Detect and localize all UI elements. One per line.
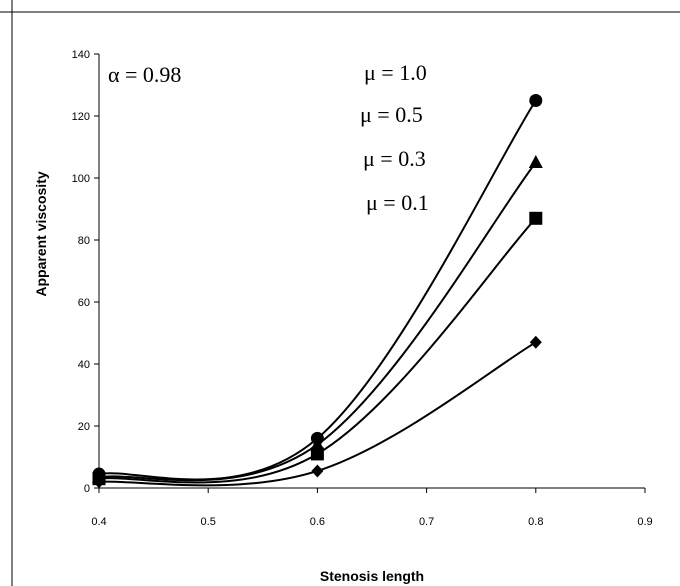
annotation-mu-0-1: μ = 0.1 (366, 190, 429, 215)
y-tick-label: 40 (78, 359, 90, 371)
series-line (98, 161, 537, 482)
annotation-mu-0-3: μ = 0.3 (363, 146, 426, 171)
axes (98, 54, 645, 489)
triangle-marker (528, 155, 543, 168)
y-tick-label: 140 (72, 49, 90, 61)
y-ticks: 0 20 40 60 80 100 120 140 (72, 49, 99, 495)
square-marker (529, 211, 543, 225)
circle-marker (529, 94, 543, 107)
annotation-mu-0-5: μ = 0.5 (360, 102, 423, 127)
y-tick-label: 0 (84, 483, 90, 495)
x-tick-label: 0.8 (528, 516, 543, 528)
annotation-alpha: α = 0.98 (108, 62, 181, 87)
x-axis-title: Stenosis length (320, 568, 424, 584)
series-line (98, 99, 537, 481)
diamond-marker (93, 475, 105, 489)
x-tick-label: 0.4 (91, 516, 106, 528)
y-tick-label: 120 (72, 111, 90, 123)
x-tick-label: 0.9 (637, 516, 652, 528)
y-tick-label: 20 (78, 421, 90, 433)
x-tick-label: 0.6 (310, 516, 325, 528)
square-marker (310, 447, 324, 461)
x-tick-label: 0.5 (201, 516, 216, 528)
triangle-marker (310, 437, 325, 451)
y-axis-title: Apparent viscosity (33, 171, 49, 296)
y-tick-label: 100 (72, 173, 90, 185)
y-tick-label: 80 (78, 235, 90, 247)
series-markers (92, 94, 543, 489)
x-ticks: 0.4 0.5 0.6 0.7 0.8 0.9 (91, 488, 653, 528)
diamond-marker (311, 464, 324, 478)
diamond-marker (529, 335, 542, 349)
x-tick-label: 0.7 (419, 516, 434, 528)
series-line (98, 341, 537, 487)
series-lines (98, 99, 537, 487)
annotation-mu-1-0: μ = 1.0 (364, 60, 427, 85)
y-tick-label: 60 (78, 297, 90, 309)
